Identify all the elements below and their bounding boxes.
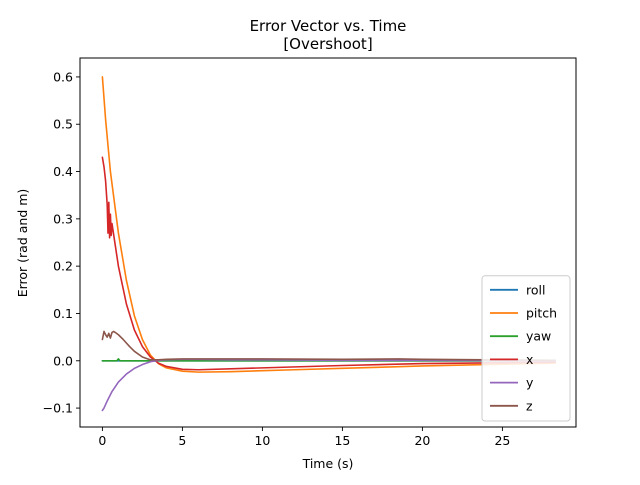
y-tick-label: 0.1 bbox=[53, 306, 73, 321]
x-axis-label: Time (s) bbox=[302, 456, 354, 471]
chart-title: Error Vector vs. Time bbox=[250, 17, 407, 35]
plot-frame bbox=[79, 57, 577, 428]
series-line-pitch bbox=[101, 76, 557, 373]
legend-label-pitch: pitch bbox=[526, 306, 557, 321]
y-tick-label: 0.4 bbox=[53, 164, 73, 179]
y-axis-label: Error (rad and m) bbox=[15, 189, 30, 298]
chart-subtitle: [Overshoot] bbox=[283, 35, 372, 53]
legend-box bbox=[481, 275, 571, 422]
x-tick-label: 20 bbox=[414, 433, 430, 448]
series-line-y bbox=[101, 358, 557, 412]
x-tick-label: 5 bbox=[178, 433, 186, 448]
y-tick-label: 0.0 bbox=[53, 353, 73, 368]
legend-label-x: x bbox=[526, 352, 533, 367]
legend-label-yaw: yaw bbox=[526, 329, 551, 344]
y-tick-label: 0.6 bbox=[53, 69, 73, 84]
series-line-x bbox=[101, 156, 557, 371]
y-tick-label: −0.1 bbox=[43, 401, 73, 416]
y-tick-label: 0.3 bbox=[53, 211, 73, 226]
x-tick-label: 15 bbox=[334, 433, 350, 448]
series-line-z bbox=[101, 330, 557, 362]
x-tick-label: 10 bbox=[254, 433, 270, 448]
y-tick-label: 0.5 bbox=[53, 117, 73, 132]
y-tick-label: 0.2 bbox=[53, 259, 73, 274]
legend-label-y: y bbox=[526, 375, 534, 390]
x-tick-label: 25 bbox=[494, 433, 510, 448]
legend-label-z: z bbox=[526, 398, 533, 413]
x-tick-label: 0 bbox=[98, 433, 106, 448]
legend-label-roll: roll bbox=[526, 282, 545, 297]
